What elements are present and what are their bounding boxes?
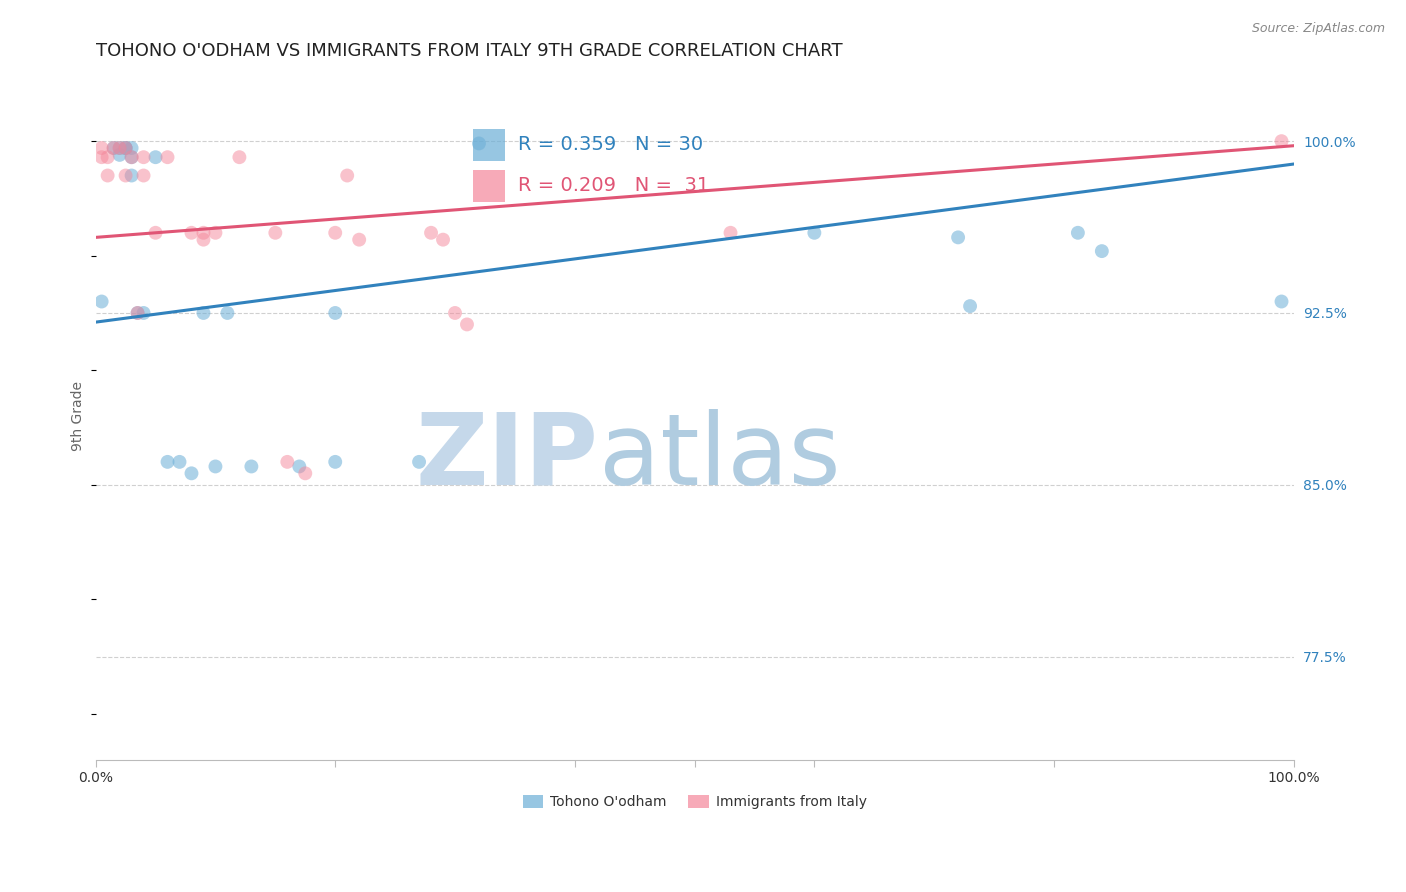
Point (127, 306, 149, 320)
Point (323, 306, 346, 320)
Point (156, 150, 179, 164)
Point (193, 306, 215, 320)
Point (1067, 226, 1090, 240)
Point (114, 141, 136, 155)
Point (97, 150, 120, 164)
Point (180, 467, 202, 481)
Point (276, 455, 298, 469)
Point (217, 306, 239, 320)
Point (193, 233, 215, 247)
Text: atlas: atlas (599, 409, 841, 506)
Point (90, 150, 112, 164)
Point (121, 169, 143, 183)
Point (132, 150, 155, 164)
Point (108, 148, 131, 162)
Point (108, 141, 131, 155)
Point (803, 226, 825, 240)
Point (204, 459, 226, 474)
Point (114, 141, 136, 155)
Point (336, 169, 359, 183)
Point (103, 141, 125, 155)
Point (132, 169, 155, 183)
Point (959, 299, 981, 313)
Point (97, 169, 120, 183)
Text: Source: ZipAtlas.com: Source: ZipAtlas.com (1251, 22, 1385, 36)
Point (1091, 244, 1114, 259)
Point (132, 306, 155, 320)
Point (420, 226, 443, 240)
Point (1270, 134, 1292, 148)
Point (720, 226, 742, 240)
Point (108, 141, 131, 155)
Point (121, 150, 143, 164)
Point (145, 226, 167, 240)
Point (156, 455, 179, 469)
Point (323, 455, 346, 469)
Y-axis label: 9th Grade: 9th Grade (72, 381, 86, 451)
Point (323, 226, 346, 240)
Legend: Tohono O'odham, Immigrants from Italy: Tohono O'odham, Immigrants from Italy (517, 789, 872, 814)
Point (103, 141, 125, 155)
Point (294, 467, 316, 481)
Point (946, 230, 969, 244)
Point (1270, 294, 1292, 309)
Point (347, 233, 370, 247)
Point (90, 141, 112, 155)
Point (169, 455, 191, 469)
Point (468, 136, 491, 151)
Point (114, 169, 136, 183)
Point (288, 459, 311, 474)
Point (127, 306, 149, 320)
Text: ZIP: ZIP (416, 409, 599, 506)
Point (121, 141, 143, 155)
Point (432, 233, 454, 247)
Point (145, 150, 167, 164)
Text: TOHONO O'ODHAM VS IMMIGRANTS FROM ITALY 9TH GRADE CORRELATION CHART: TOHONO O'ODHAM VS IMMIGRANTS FROM ITALY … (96, 42, 842, 60)
Point (204, 226, 226, 240)
Point (240, 459, 263, 474)
Point (228, 150, 250, 164)
Point (121, 150, 143, 164)
Point (456, 318, 478, 332)
Point (90, 294, 112, 309)
Point (114, 141, 136, 155)
Point (264, 226, 287, 240)
Point (444, 306, 467, 320)
Point (408, 455, 430, 469)
Point (180, 226, 202, 240)
Point (193, 226, 215, 240)
